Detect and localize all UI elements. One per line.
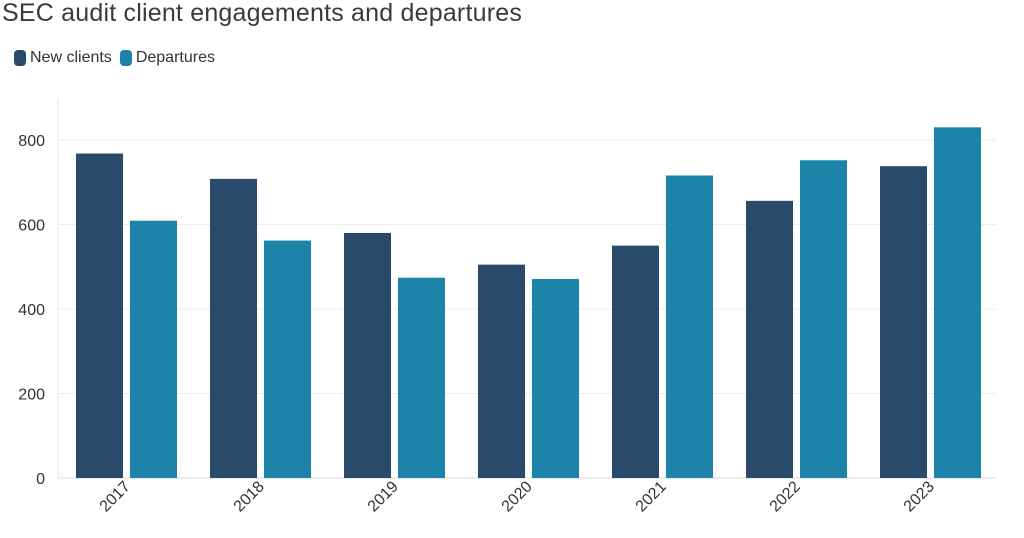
bars	[76, 127, 981, 479]
x-tick-label-2022: 2022	[767, 478, 804, 515]
bar-departures-2022[interactable]	[800, 160, 847, 478]
bar-new-clients-2022[interactable]	[746, 200, 793, 478]
legend-swatch-departures	[119, 50, 132, 66]
x-tick-label-2023: 2023	[901, 478, 938, 515]
x-tick-label-2018: 2018	[231, 478, 268, 515]
y-tick-labels: 0 200 400 600 800	[18, 133, 45, 488]
bar-new-clients-2021[interactable]	[612, 245, 659, 478]
gridlines	[58, 139, 996, 479]
legend: New clients Departures	[14, 49, 223, 67]
legend-label-new-clients: New clients	[30, 49, 112, 66]
y-tick-label-800: 800	[18, 133, 45, 150]
chart-title: SEC audit client engagements and departu…	[2, 0, 523, 27]
legend-swatch-new-clients	[14, 50, 26, 66]
y-tick-label-200: 200	[18, 387, 45, 404]
bar-new-clients-2019[interactable]	[344, 232, 391, 478]
x-tick-label-2021: 2021	[633, 478, 670, 515]
x-tick-labels: 2017 2018 2019 2020 2021 2022 2023	[97, 478, 938, 515]
bar-departures-2023[interactable]	[934, 127, 981, 478]
bar-departures-2021[interactable]	[666, 175, 713, 479]
bar-new-clients-2018[interactable]	[210, 178, 257, 478]
y-tick-label-400: 400	[18, 302, 45, 319]
legend-label-departures: Departures	[135, 49, 215, 66]
bar-new-clients-2020[interactable]	[478, 264, 525, 478]
y-tick-label-600: 600	[18, 218, 45, 235]
y-tick-label-0: 0	[36, 471, 45, 488]
bar-departures-2017[interactable]	[130, 220, 177, 478]
bar-departures-2020[interactable]	[532, 279, 579, 478]
bar-departures-2019[interactable]	[398, 277, 445, 478]
legend-item-new-clients[interactable]: New clients	[14, 49, 112, 67]
bar-departures-2018[interactable]	[264, 240, 311, 478]
x-tick-label-2020: 2020	[499, 478, 536, 515]
x-tick-label-2017: 2017	[97, 478, 134, 515]
bar-new-clients-2023[interactable]	[880, 166, 927, 478]
x-tick-label-2019: 2019	[365, 478, 402, 515]
bar-new-clients-2017[interactable]	[76, 153, 123, 478]
legend-item-departures[interactable]: Departures	[119, 49, 215, 67]
